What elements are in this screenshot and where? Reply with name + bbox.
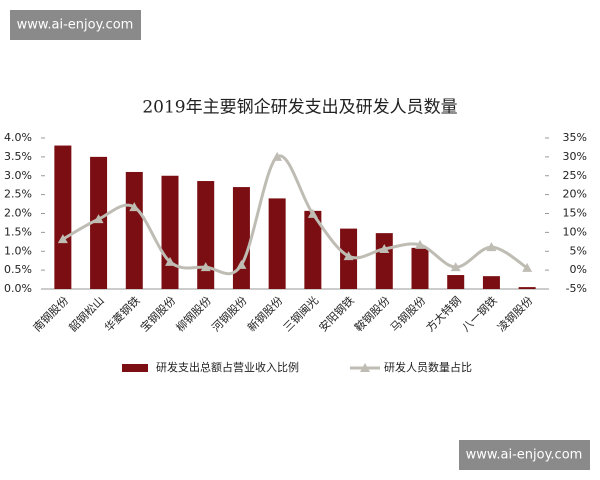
marker [129,202,140,212]
x-tick-label: 八一钢铁 [459,294,499,334]
watermark: www.ai-enjoy.com [466,448,583,463]
x-tick-label: 河钢股份 [209,294,249,334]
chart-title: 2019年主要钢企研发支出及研发人员数量 [142,98,457,118]
y-tick-label: 4.0% [4,131,32,144]
bar [482,276,500,289]
x-tick-label: 鞍钢股份 [352,293,393,334]
x-tick-label: 安阳钢铁 [316,293,357,334]
marker [272,151,283,161]
bar [375,233,393,289]
marker [93,214,104,224]
bar [54,145,72,289]
bar [518,287,536,289]
marker [415,239,425,249]
y-tick-label: 2.0% [4,207,32,220]
marker [486,242,497,252]
x-tick-label: 华菱钢铁 [102,293,143,334]
y2-tick-label: 0% [570,263,587,276]
marker [236,259,247,269]
legend-label: 研发支出总额占营业收入比例 [156,360,299,374]
y-tick-label: 0.5% [4,263,32,276]
x-tick-label: 韶钢松山 [66,293,107,334]
bar [447,275,465,289]
legend-swatch [122,364,148,372]
y-tick-label: 0.0% [4,282,32,295]
x-tick-label: 柳钢股份 [173,293,214,334]
marker [165,256,175,266]
marker [57,234,68,244]
x-tick-label: 新钢股份 [244,293,285,334]
legend-label: 研发人员数量占比 [384,360,472,374]
marker [343,251,354,261]
y2-tick-label: 20% [563,188,587,201]
x-tick-label: 马钢股份 [388,294,428,334]
y-tick-label: 1.5% [4,225,32,238]
y-tick-label: 3.5% [4,150,32,163]
watermark-box [10,10,141,40]
bar [197,181,215,289]
bar [161,175,179,289]
marker [522,262,533,272]
y2-tick-label: -5% [566,282,587,295]
x-tick-label: 宝钢股份 [137,293,178,334]
bar [304,210,322,289]
marker [450,262,461,272]
x-tick-label: 凌钢股份 [494,293,535,334]
bar [125,171,143,289]
marker [379,243,390,253]
bar [268,198,286,289]
y2-tick-label: 30% [563,150,587,163]
legend-marker [360,363,370,372]
watermark-box [459,440,590,470]
x-tick-label: 三钢闽光 [280,293,321,334]
y2-tick-label: 25% [563,169,587,182]
marker [307,208,318,218]
watermark: www.ai-enjoy.com [17,18,134,33]
y-tick-label: 3.0% [4,169,32,182]
y2-tick-label: 35% [563,131,587,144]
y2-tick-label: 15% [563,207,587,220]
y2-tick-label: 5% [570,244,587,257]
bar [411,247,429,289]
bar [232,187,250,289]
y-tick-label: 2.5% [4,188,32,201]
line [62,154,528,276]
y-tick-label: 1.0% [4,244,32,257]
marker [200,262,211,272]
x-tick-label: 南钢股份 [31,294,71,334]
x-tick-label: 方大特钢 [423,293,464,334]
y2-tick-label: 10% [563,225,587,238]
